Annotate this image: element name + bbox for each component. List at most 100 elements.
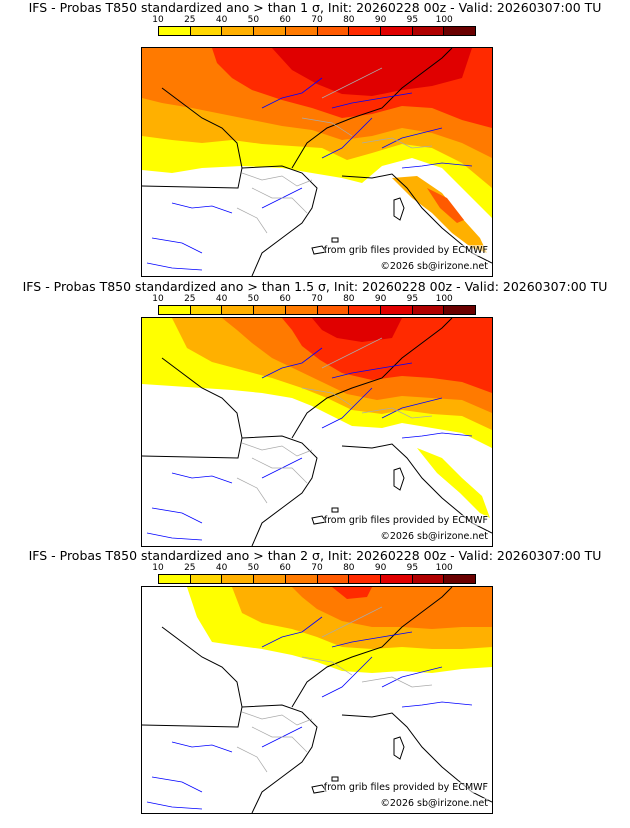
colorbar: 10 25 40 50 60 70 80 90 95 100 xyxy=(152,294,476,319)
colorbar-swatch xyxy=(222,27,255,35)
colorbar-swatch xyxy=(444,306,476,314)
colorbar-swatch xyxy=(317,27,350,35)
colorbar-swatch xyxy=(285,27,318,35)
credit-source: from grib files provided by ECMWF xyxy=(323,245,488,256)
colorbar-tick-label: 90 xyxy=(374,15,387,25)
colorbar-ticks: 10 25 40 50 60 70 80 90 95 100 xyxy=(152,294,476,306)
colorbar-swatch xyxy=(159,27,191,35)
map-panel-2: IFS - Probas T850 standardized ano > tha… xyxy=(0,272,630,547)
colorbar-strip xyxy=(158,305,476,315)
colorbar-swatch xyxy=(444,27,476,35)
colorbar-tick-label: 95 xyxy=(406,563,419,573)
colorbar-tick-label: 60 xyxy=(279,294,291,304)
island-corsica xyxy=(393,197,405,221)
map-svg xyxy=(142,587,492,813)
colorbar-swatch xyxy=(222,575,255,583)
coastline xyxy=(142,48,492,276)
colorbar-tick-label: 95 xyxy=(406,294,419,304)
colorbar-tick-label: 40 xyxy=(215,15,228,25)
panel-title: IFS - Probas T850 standardized ano > tha… xyxy=(28,0,602,15)
colorbar-swatch xyxy=(222,306,255,314)
colorbar-swatch xyxy=(349,27,381,35)
colorbar-swatch xyxy=(159,575,191,583)
colorbar-tick-label: 100 xyxy=(435,563,453,573)
probability-map: from grib files provided by ECMWF ©2026 … xyxy=(141,47,493,277)
admin-borders xyxy=(236,606,433,773)
colorbar-ticks: 10 25 40 50 60 70 80 90 95 100 xyxy=(152,563,476,575)
colorbar-swatch xyxy=(190,27,223,35)
island-corsica xyxy=(393,467,405,491)
colorbar-tick-label: 10 xyxy=(152,294,164,304)
map-panel-3: IFS - Probas T850 standardized ano > tha… xyxy=(0,544,630,818)
coastline xyxy=(142,587,492,813)
prob-band-italy-core xyxy=(427,188,464,223)
colorbar-tick-label: 60 xyxy=(279,15,291,25)
colorbar-tick-label: 60 xyxy=(279,563,291,573)
colorbar-swatch xyxy=(380,575,413,583)
colorbar-ticks: 10 25 40 50 60 70 80 90 95 100 xyxy=(152,15,476,27)
colorbar-swatch xyxy=(444,575,476,583)
island-corsica xyxy=(393,736,405,760)
admin-borders xyxy=(236,337,433,504)
colorbar-strip xyxy=(158,574,476,584)
colorbar-tick-label: 50 xyxy=(247,15,260,25)
map-svg xyxy=(142,318,492,546)
colorbar-tick-label: 40 xyxy=(215,563,228,573)
colorbar-tick-label: 70 xyxy=(311,15,323,25)
colorbar-tick-label: 50 xyxy=(247,294,260,304)
credit-copyright: ©2026 sb@irizone.net xyxy=(380,531,488,542)
credit-source: from grib files provided by ECMWF xyxy=(323,515,488,526)
colorbar-strip xyxy=(158,26,476,36)
colorbar-swatch xyxy=(317,306,350,314)
colorbar-swatch xyxy=(412,27,445,35)
prob-band-90 xyxy=(312,318,402,342)
prob-band-italy xyxy=(417,448,490,518)
colorbar-tick-label: 25 xyxy=(184,563,196,573)
colorbar-swatch xyxy=(380,306,413,314)
colorbar-swatch xyxy=(285,306,318,314)
colorbar-tick-label: 80 xyxy=(343,15,355,25)
colorbar-tick-label: 70 xyxy=(311,563,323,573)
credit-copyright: ©2026 sb@irizone.net xyxy=(380,261,488,272)
colorbar-tick-label: 40 xyxy=(215,294,228,304)
colorbar-swatch xyxy=(412,306,445,314)
admin-borders xyxy=(236,67,433,234)
colorbar-tick-label: 10 xyxy=(152,563,164,573)
probability-map: from grib files provided by ECMWF ©2026 … xyxy=(141,317,493,547)
probability-map: from grib files provided by ECMWF ©2026 … xyxy=(141,586,493,814)
map-panel-1: IFS - Probas T850 standardized ano > tha… xyxy=(0,0,630,277)
colorbar-swatch xyxy=(254,575,286,583)
prob-band-80 xyxy=(332,587,372,599)
colorbar-tick-label: 50 xyxy=(247,563,260,573)
prob-band-90 xyxy=(272,48,472,96)
colorbar-tick-label: 100 xyxy=(435,15,453,25)
colorbar-swatch xyxy=(254,306,286,314)
colorbar-swatch xyxy=(380,27,413,35)
colorbar-tick-label: 80 xyxy=(343,563,355,573)
prob-band-80 xyxy=(282,318,492,393)
panel-title: IFS - Probas T850 standardized ano > tha… xyxy=(22,279,608,294)
credit-copyright: ©2026 sb@irizone.net xyxy=(380,798,488,809)
colorbar-tick-label: 10 xyxy=(152,15,164,25)
colorbar-tick-label: 100 xyxy=(435,294,453,304)
colorbar: 10 25 40 50 60 70 80 90 95 100 xyxy=(152,15,476,40)
colorbar-swatch xyxy=(349,575,381,583)
colorbar-swatch xyxy=(159,306,191,314)
colorbar: 10 25 40 50 60 70 80 90 95 100 xyxy=(152,563,476,588)
coastline xyxy=(142,318,492,546)
colorbar-tick-label: 25 xyxy=(184,294,196,304)
prob-band-italy xyxy=(392,176,487,253)
colorbar-swatch xyxy=(412,575,445,583)
colorbar-swatch xyxy=(190,306,223,314)
colorbar-tick-label: 90 xyxy=(374,563,387,573)
colorbar-tick-label: 70 xyxy=(311,294,323,304)
colorbar-swatch xyxy=(254,27,286,35)
colorbar-tick-label: 25 xyxy=(184,15,196,25)
colorbar-swatch xyxy=(349,306,381,314)
colorbar-tick-label: 80 xyxy=(343,294,355,304)
colorbar-tick-label: 90 xyxy=(374,294,387,304)
colorbar-swatch xyxy=(190,575,223,583)
colorbar-swatch xyxy=(317,575,350,583)
colorbar-swatch xyxy=(285,575,318,583)
map-svg xyxy=(142,48,492,276)
